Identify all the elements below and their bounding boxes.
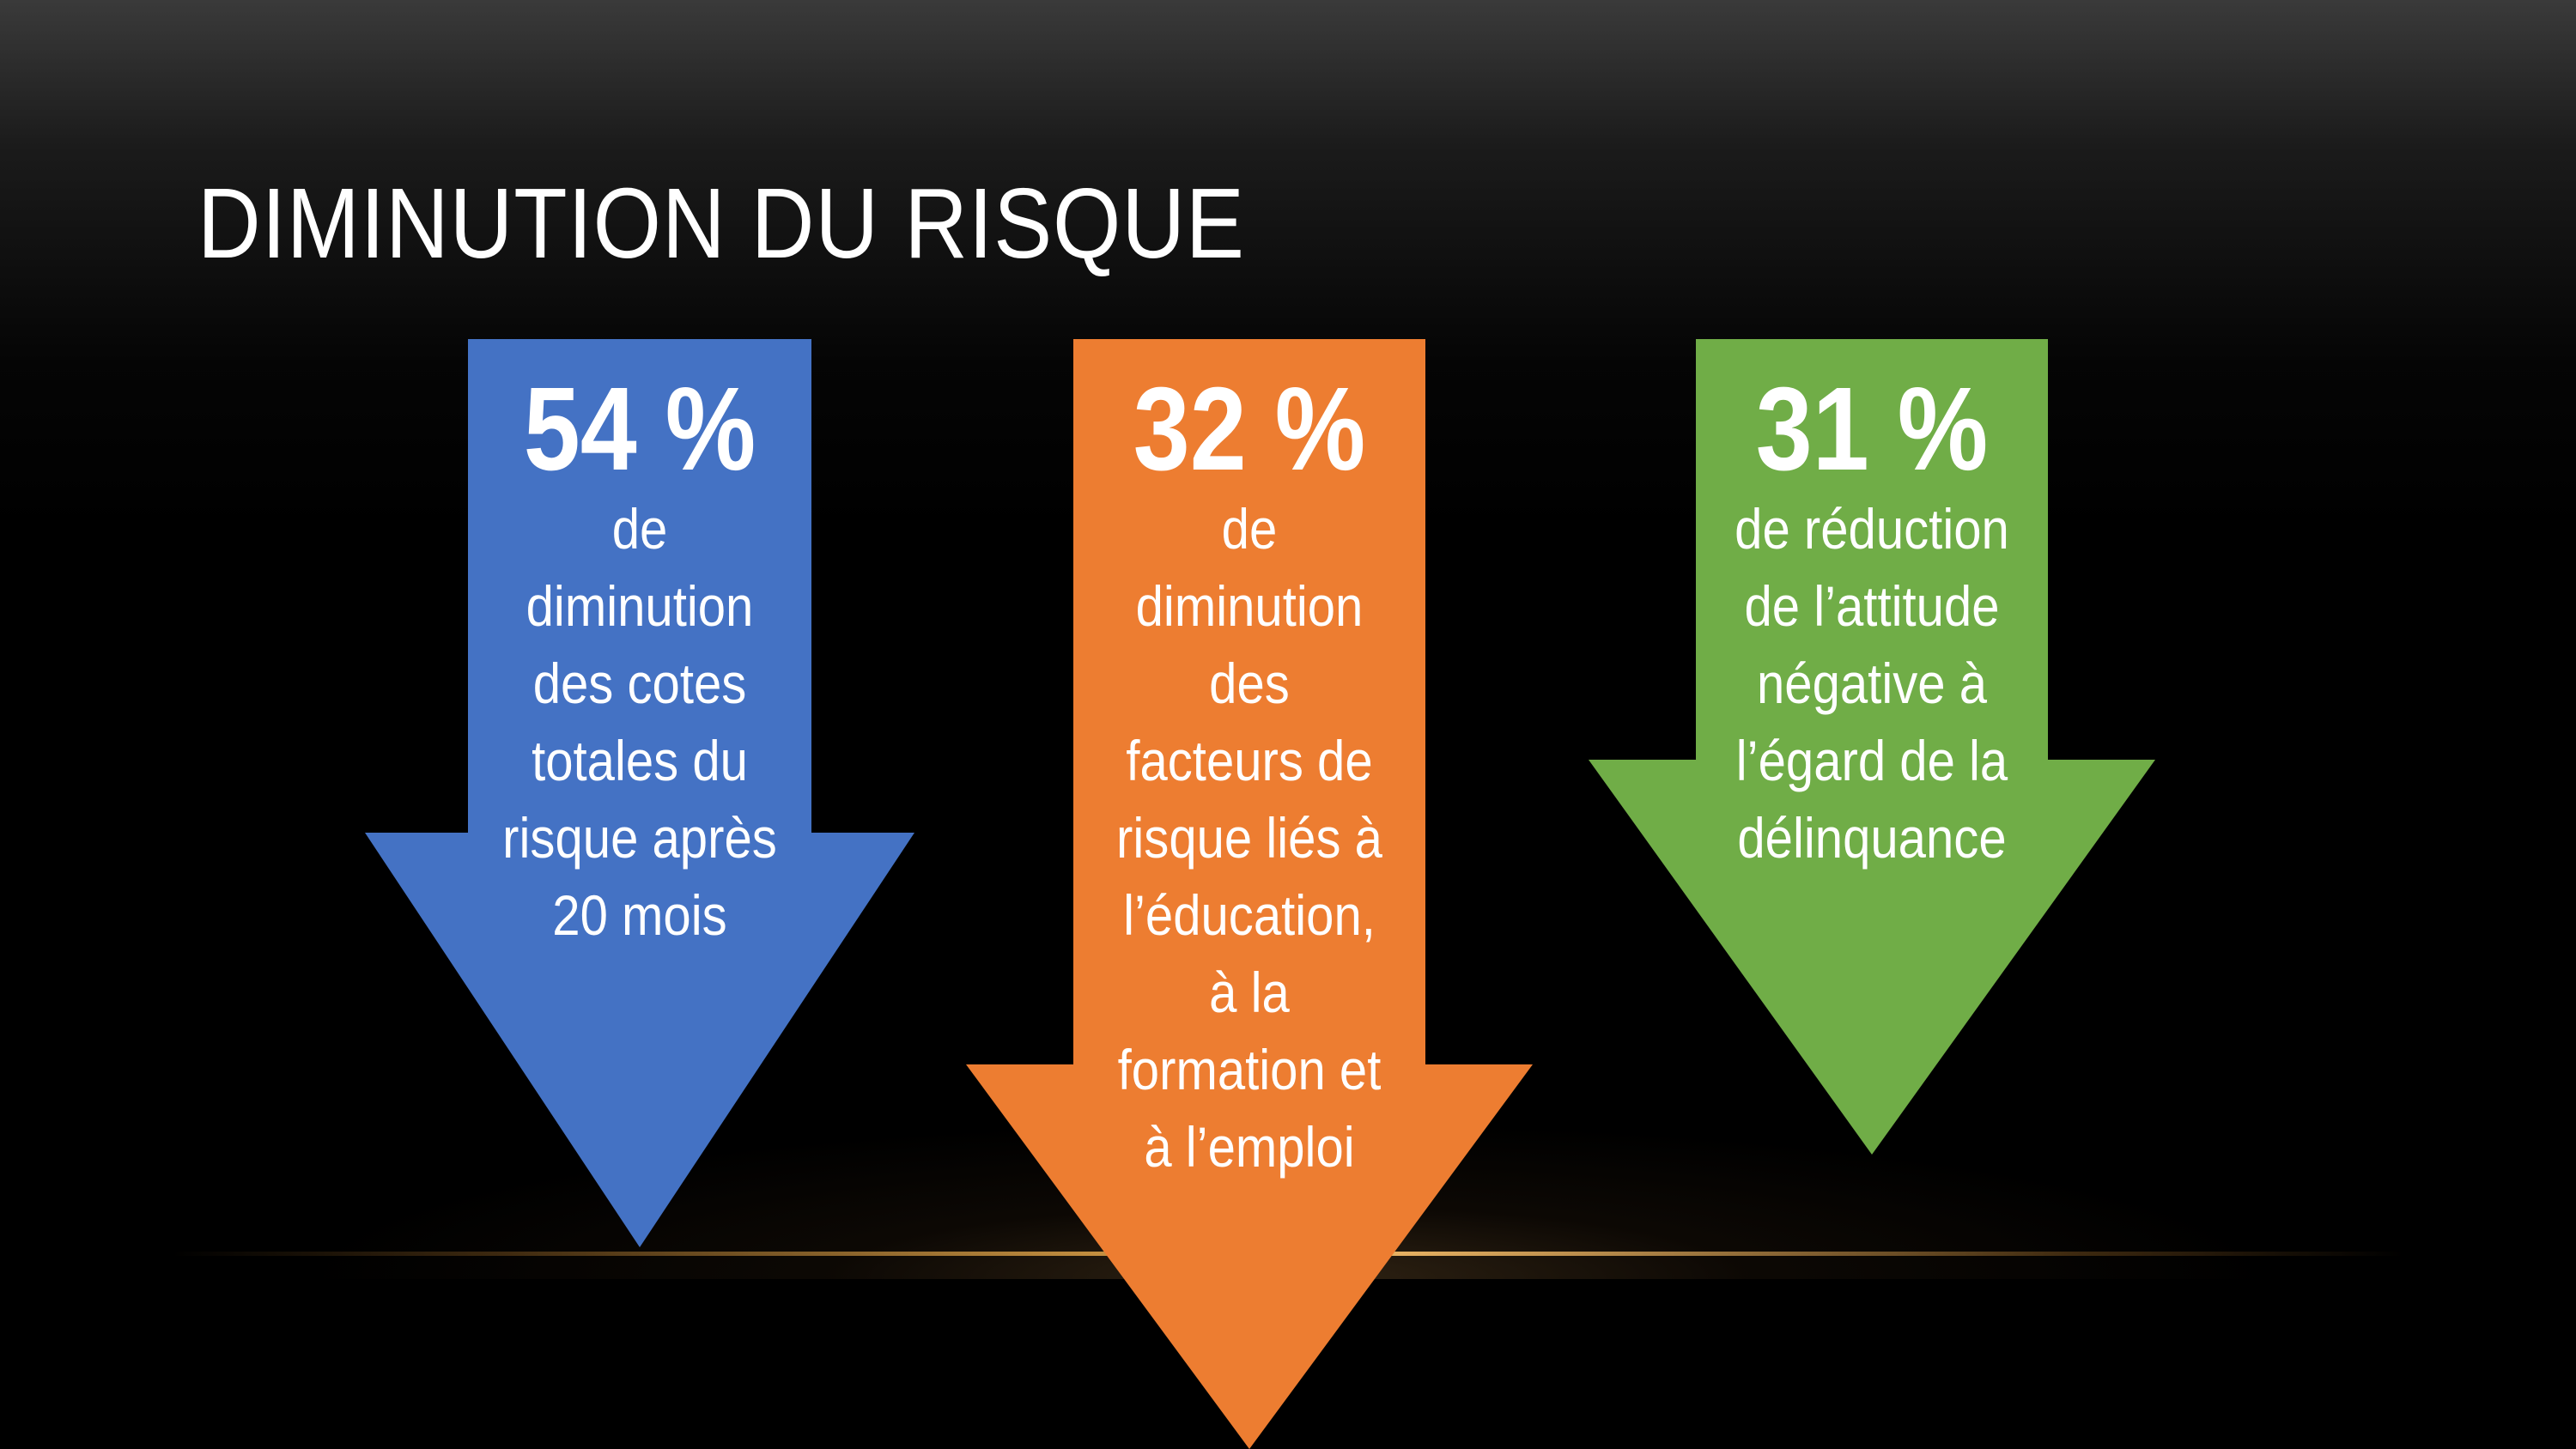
arrow-2-line: l’éducation, — [1123, 883, 1376, 947]
arrow-3-text: 31 % de réduction de l’attitude négative… — [1589, 365, 2155, 876]
arrow-3-line: de réduction — [1735, 497, 2009, 561]
arrow-2-line: des — [1209, 652, 1290, 715]
arrow-2-line: formation et — [1117, 1038, 1382, 1101]
arrow-1-line: diminution — [526, 574, 754, 638]
arrow-2-text: 32 % de diminution des facteurs de risqu… — [966, 365, 1533, 1185]
arrow-1-line: de — [611, 497, 668, 561]
arrow-2-shape — [966, 339, 1533, 1449]
arrow-1-line: 20 mois — [552, 883, 727, 947]
arrow-3-shape — [1589, 339, 2155, 1155]
arrow-3-polygon — [1589, 339, 2155, 1155]
arrow-1: 54 % de diminution des cotes totales du … — [365, 339, 914, 1247]
arrow-2-polygon — [966, 339, 1533, 1449]
arrow-1-text: 54 % de diminution des cotes totales du … — [365, 365, 914, 954]
arrow-3-percent: 31 % — [1755, 363, 1989, 495]
slide-title: DIMINUTION DU RISQUE — [197, 167, 1245, 279]
arrow-2-description: de diminution des facteurs de risque lié… — [1000, 490, 1499, 1185]
arrow-1-line: des cotes — [532, 652, 747, 715]
arrow-1-description: de diminution des cotes totales du risqu… — [398, 490, 881, 954]
arrow-3: 31 % de réduction de l’attitude négative… — [1589, 339, 2155, 1155]
arrow-3-line: négative à — [1756, 652, 1988, 715]
arrow-1-percent: 54 % — [523, 363, 756, 495]
arrow-2-percent: 32 % — [1133, 363, 1366, 495]
arrow-3-line: délinquance — [1737, 806, 2007, 870]
arrow-2-line: de — [1221, 497, 1278, 561]
arrow-2-line: risque liés à — [1116, 806, 1382, 870]
arrow-2-line: facteurs de — [1126, 729, 1373, 792]
arrow-1-polygon — [365, 339, 914, 1247]
arrow-1-line: totales du — [532, 729, 748, 792]
arrow-1-shape — [365, 339, 914, 1247]
arrow-2-line: à l’emploi — [1144, 1115, 1355, 1179]
arrow-3-line: l’égard de la — [1735, 729, 2008, 792]
arrow-2: 32 % de diminution des facteurs de risqu… — [966, 339, 1533, 1449]
arrow-2-line: diminution — [1135, 574, 1364, 638]
arrow-3-description: de réduction de l’attitude négative à l’… — [1623, 490, 2122, 876]
arrow-3-line: de l’attitude — [1744, 574, 2000, 638]
arrow-2-line: à la — [1209, 961, 1290, 1024]
arrow-1-line: risque après — [502, 806, 777, 870]
